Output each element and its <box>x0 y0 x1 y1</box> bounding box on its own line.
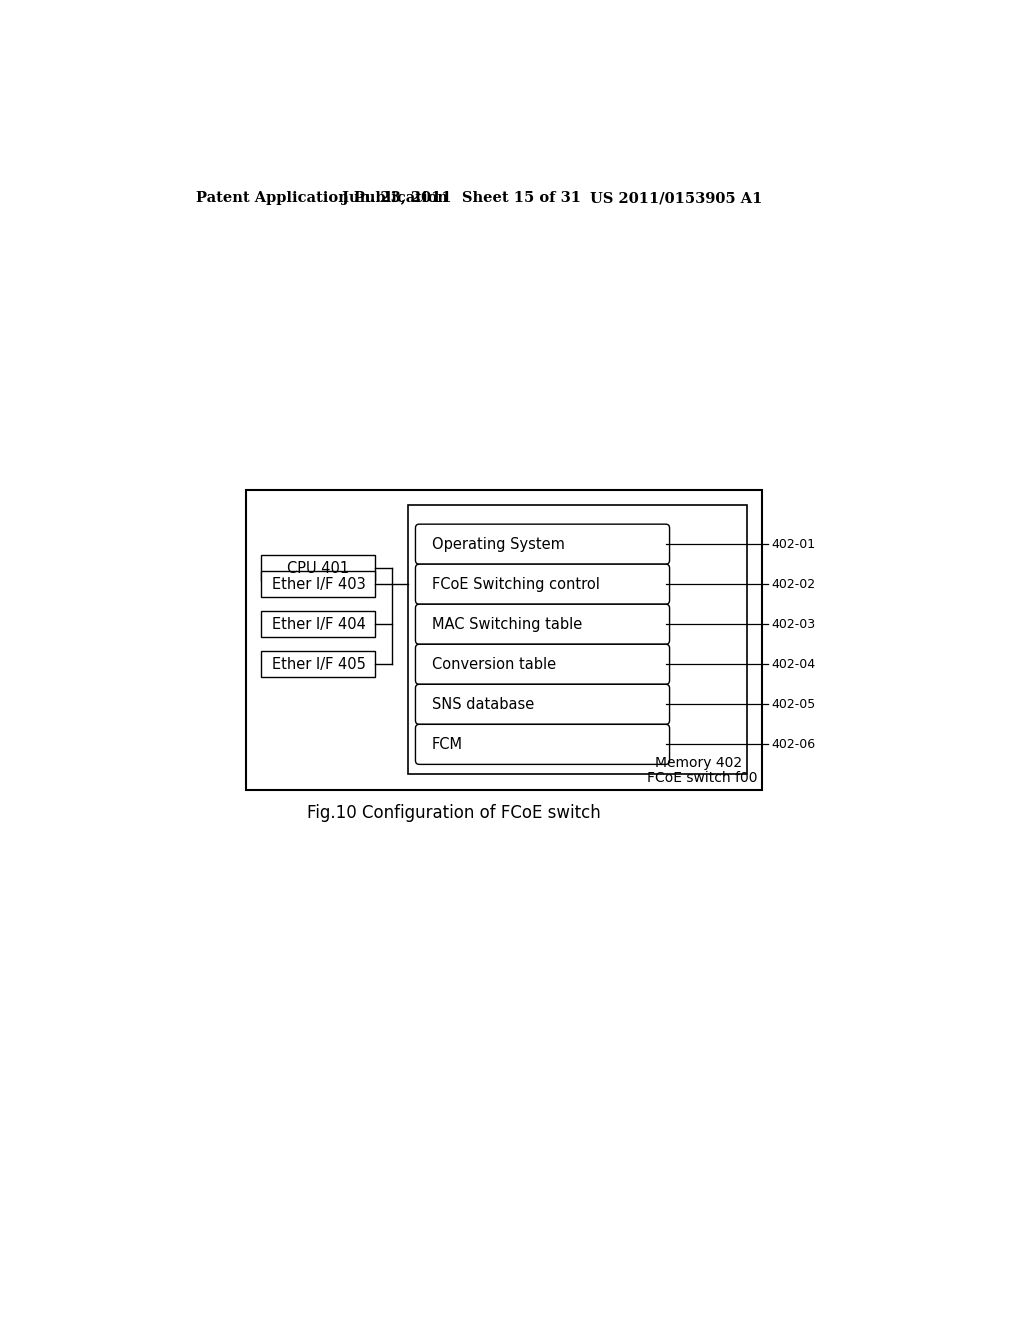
FancyBboxPatch shape <box>416 524 670 564</box>
Text: 402-05: 402-05 <box>771 698 815 711</box>
Text: Patent Application Publication: Patent Application Publication <box>196 191 449 206</box>
Text: CPU 401: CPU 401 <box>288 561 349 576</box>
Text: FCoE switch f00: FCoE switch f00 <box>647 771 758 785</box>
Text: 402-03: 402-03 <box>771 618 815 631</box>
Text: Fig.10 Configuration of FCoE switch: Fig.10 Configuration of FCoE switch <box>307 804 601 822</box>
Text: US 2011/0153905 A1: US 2011/0153905 A1 <box>590 191 762 206</box>
FancyBboxPatch shape <box>416 725 670 764</box>
FancyBboxPatch shape <box>416 684 670 725</box>
Text: Ether I/F 404: Ether I/F 404 <box>271 616 366 632</box>
Text: Jun. 23, 2011  Sheet 15 of 31: Jun. 23, 2011 Sheet 15 of 31 <box>342 191 582 206</box>
Text: Ether I/F 403: Ether I/F 403 <box>271 577 366 591</box>
Bar <box>261 651 376 677</box>
Text: Memory 402: Memory 402 <box>654 756 742 770</box>
Text: Ether I/F 405: Ether I/F 405 <box>271 657 366 672</box>
Text: 402-04: 402-04 <box>771 657 815 671</box>
Bar <box>261 572 376 598</box>
Text: 402-01: 402-01 <box>771 537 815 550</box>
FancyBboxPatch shape <box>416 605 670 644</box>
Text: FCoE Switching control: FCoE Switching control <box>432 577 599 591</box>
FancyBboxPatch shape <box>416 564 670 605</box>
Text: 402-02: 402-02 <box>771 578 815 591</box>
Bar <box>261 611 376 638</box>
Bar <box>246 490 762 789</box>
Bar <box>261 556 376 581</box>
Text: 402-06: 402-06 <box>771 738 815 751</box>
Bar <box>408 506 746 775</box>
Text: MAC Switching table: MAC Switching table <box>432 616 582 632</box>
Text: Operating System: Operating System <box>432 537 564 552</box>
Text: Conversion table: Conversion table <box>432 657 556 672</box>
Text: SNS database: SNS database <box>432 697 534 711</box>
FancyBboxPatch shape <box>416 644 670 684</box>
Text: FCM: FCM <box>432 737 463 752</box>
